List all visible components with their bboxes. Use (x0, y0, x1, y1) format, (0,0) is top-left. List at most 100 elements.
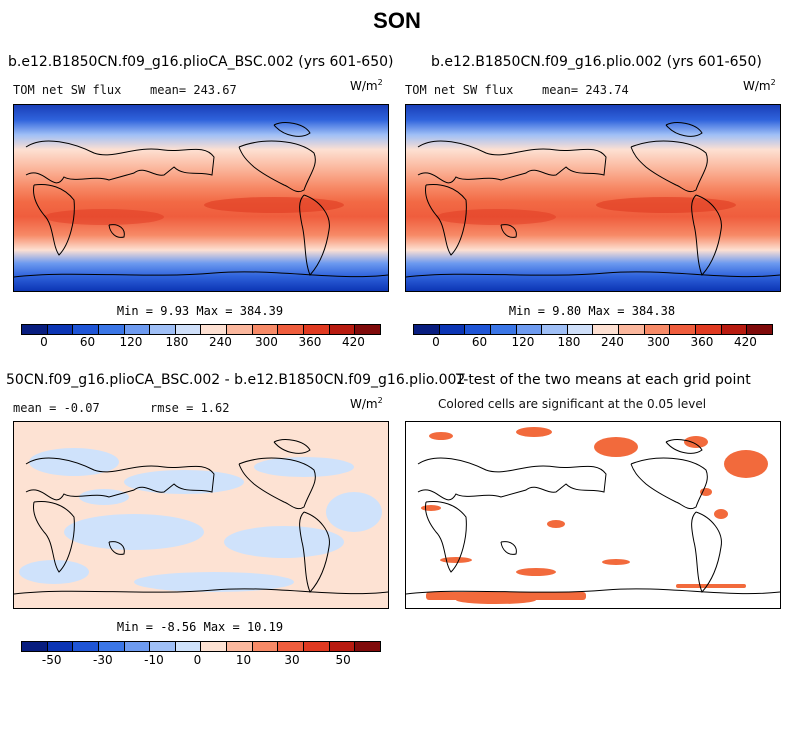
colorbar-swatch (73, 325, 99, 334)
colorbar-swatch (150, 642, 176, 651)
map-tl-svg (14, 105, 388, 291)
negative-anomaly-patches (19, 448, 382, 592)
colorbar-swatch (22, 325, 48, 334)
colorbar-swatch (252, 325, 279, 334)
panel-tr-title: b.e12.B1850CN.f09_g16.plio.002 (yrs 601-… (431, 54, 762, 70)
colorbar-swatch (567, 325, 594, 334)
panel-tr-minmax: Min = 9.80 Max = 384.38 (508, 304, 676, 318)
map-tr-svg (406, 105, 780, 291)
colorbar-swatch (278, 325, 305, 334)
colorbar-swatch (73, 642, 99, 651)
panel-bl-rmse: rmse = 1.62 (150, 401, 230, 415)
colorbar-swatch (304, 642, 330, 651)
field-tl (14, 105, 388, 291)
colorbar-swatch (542, 325, 568, 334)
panel-bl-minmax: Min = -8.56 Max = 10.19 (116, 620, 284, 634)
map-br (405, 421, 781, 609)
colorbar-swatch (150, 325, 176, 334)
panel-br-subtitle: Colored cells are significant at the 0.0… (438, 397, 707, 411)
colorbar-swatch (124, 642, 151, 651)
colorbar-swatch (329, 642, 356, 651)
colorbar-swatch (252, 642, 279, 651)
colorbar-tl-ticks: 0 60 120 180 240 300 360 420 (21, 335, 379, 351)
colorbar-tick-label: 50 (335, 653, 351, 667)
warm-band-tl-2 (44, 209, 164, 225)
colorbar-swatch (329, 325, 356, 334)
map-br-svg (406, 422, 780, 608)
panel-bl-units: W/m2 (350, 396, 383, 411)
colorbar-swatch (201, 642, 228, 651)
colorbar-swatch (278, 642, 305, 651)
colorbar-swatch (227, 325, 253, 334)
colorbar-tick-label: 30 (284, 653, 300, 667)
colorbar-tick-label: 360 (298, 335, 322, 349)
colorbar-bl (21, 641, 381, 652)
colorbar-bl-ticks: -50 -30 -10 0 10 30 50 (21, 653, 379, 669)
colorbar-tick-label: 60 (79, 335, 96, 349)
map-bl (13, 421, 389, 609)
colorbar-tr (413, 324, 773, 335)
colorbar-tick-label: 240 (601, 335, 624, 349)
panel-tr-units: W/m2 (743, 78, 776, 93)
colorbar-swatch (47, 325, 74, 334)
colorbar-swatch (465, 325, 491, 334)
colorbar-tick-label: 120 (511, 335, 535, 349)
coastlines-tr (406, 122, 780, 278)
colorbar-swatch (516, 325, 543, 334)
panel-tl-units: W/m2 (350, 78, 383, 93)
colorbar-tick-label: 180 (165, 335, 189, 349)
colorbar-swatch (644, 325, 671, 334)
colorbar-swatch (47, 642, 74, 651)
colorbar-tick-label: 420 (341, 335, 365, 349)
colorbar-tick-label: 0 (193, 653, 202, 667)
panel-br-title: T-test of the two means at each grid poi… (456, 372, 751, 388)
colorbar-swatch (747, 325, 772, 334)
coastlines-br (406, 439, 780, 595)
panel-tr-mean: mean= 243.74 (542, 83, 629, 97)
warm-band-tr-2 (436, 209, 556, 225)
panel-tl-variable: TOM net SW flux (13, 83, 122, 97)
colorbar-tick-label: 300 (255, 335, 278, 349)
colorbar-tick-label: -50 (41, 653, 62, 667)
colorbar-swatch (355, 325, 380, 334)
panel-tl-title: b.e12.B1850CN.f09_g16.plioCA_BSC.002 (yr… (8, 54, 394, 70)
colorbar-swatch (227, 642, 253, 651)
map-tl (13, 104, 389, 292)
colorbar-swatch (98, 325, 125, 334)
colorbar-swatch (696, 325, 722, 334)
figure-title: SON (373, 8, 421, 33)
colorbar-swatch (355, 642, 380, 651)
map-bl-svg (14, 422, 388, 608)
colorbar-tick-label: 0 (40, 335, 48, 349)
colorbar-tick-label: 0 (432, 335, 440, 349)
panel-tl-minmax: Min = 9.93 Max = 384.39 (116, 304, 284, 318)
colorbar-swatch (490, 325, 517, 334)
significant-cells (421, 427, 768, 604)
map-tr (405, 104, 781, 292)
colorbar-swatch (98, 642, 125, 651)
colorbar-swatch (619, 325, 645, 334)
coastlines-tl (14, 122, 388, 278)
colorbar-swatch (670, 325, 697, 334)
colorbar-swatch (175, 325, 202, 334)
colorbar-tick-label: 180 (557, 335, 581, 349)
warm-band-tl (204, 197, 344, 213)
colorbar-swatch (304, 325, 330, 334)
colorbar-swatch (721, 325, 748, 334)
colorbar-swatch (22, 642, 48, 651)
colorbar-swatch (175, 642, 202, 651)
colorbar-tick-label: 300 (647, 335, 670, 349)
colorbar-swatch (593, 325, 620, 334)
colorbar-tick-label: -30 (93, 653, 113, 667)
colorbar-tick-label: 240 (209, 335, 232, 349)
colorbar-swatch (201, 325, 228, 334)
panel-tr-variable: TOM net SW flux (405, 83, 514, 97)
panel-bl-mean: mean = -0.07 (13, 401, 100, 415)
warm-band-tr (596, 197, 736, 213)
colorbar-tick-label: 120 (119, 335, 143, 349)
colorbar-tick-label: 360 (690, 335, 714, 349)
colorbar-swatch (414, 325, 440, 334)
colorbar-tick-label: 60 (471, 335, 488, 349)
colorbar-tr-ticks: 0 60 120 180 240 300 360 420 (413, 335, 771, 351)
colorbar-swatch (439, 325, 466, 334)
